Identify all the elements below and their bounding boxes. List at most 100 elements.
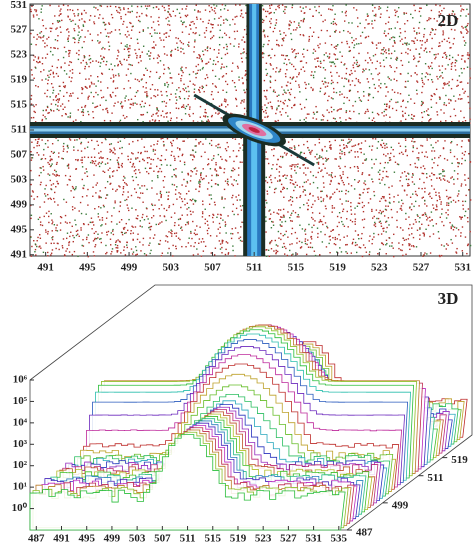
noise-dot	[439, 255, 441, 258]
noise-dot	[424, 167, 426, 170]
noise-dot	[193, 168, 196, 170]
noise-dot	[348, 151, 350, 154]
noise-dot	[346, 146, 348, 148]
noise-dot	[198, 88, 200, 91]
noise-dot	[214, 7, 216, 9]
noise-dot	[458, 190, 460, 192]
noise-dot	[404, 80, 407, 83]
x-tick-label: 499	[104, 533, 121, 545]
noise-dot	[125, 183, 127, 185]
noise-dot	[124, 13, 127, 16]
noise-dot	[324, 145, 326, 148]
noise-dot	[70, 190, 72, 192]
noise-dot	[443, 245, 445, 247]
noise-dot	[431, 197, 433, 200]
noise-dot	[356, 205, 359, 207]
noise-dot	[324, 69, 327, 71]
noise-dot	[111, 250, 113, 253]
noise-dot	[93, 162, 96, 165]
noise-dot	[382, 230, 385, 232]
noise-dot	[158, 77, 160, 80]
noise-dot	[271, 48, 273, 50]
noise-dot	[269, 242, 271, 245]
noise-dot	[127, 191, 129, 193]
noise-dot	[179, 196, 181, 198]
noise-dot	[70, 80, 72, 83]
noise-dot	[360, 42, 362, 44]
noise-dot	[330, 82, 333, 85]
noise-dot	[371, 62, 374, 64]
noise-dot	[339, 239, 341, 241]
noise-dot	[187, 172, 189, 175]
noise-dot	[294, 181, 297, 184]
noise-dot	[98, 157, 101, 159]
noise-dot	[146, 96, 148, 98]
noise-dot	[105, 64, 107, 66]
noise-dot	[174, 193, 177, 195]
noise-dot	[314, 6, 316, 8]
noise-dot	[296, 166, 299, 168]
noise-dot	[145, 81, 148, 84]
noise-dot	[277, 105, 280, 107]
noise-dot	[97, 233, 99, 235]
noise-dot	[183, 52, 185, 55]
noise-dot	[443, 157, 446, 160]
noise-dot	[130, 72, 132, 75]
noise-dot	[104, 28, 107, 31]
noise-dot	[310, 151, 312, 153]
noise-dot	[189, 199, 192, 201]
noise-dot	[448, 37, 450, 39]
noise-dot	[198, 34, 201, 36]
noise-dot	[401, 244, 404, 246]
noise-dot	[403, 239, 406, 241]
noise-dot	[452, 10, 455, 13]
noise-dot	[408, 207, 411, 209]
noise-dot	[328, 174, 330, 176]
noise-dot	[265, 199, 267, 202]
noise-dot	[269, 241, 271, 244]
noise-dot	[378, 178, 380, 181]
noise-dot	[304, 87, 307, 90]
noise-dot	[265, 151, 267, 153]
noise-dot	[303, 17, 305, 20]
noise-dot	[382, 53, 384, 55]
noise-dot	[166, 112, 168, 114]
noise-dot	[442, 170, 444, 173]
noise-dot	[107, 32, 109, 34]
noise-dot	[146, 7, 148, 10]
noise-dot	[315, 176, 317, 179]
noise-dot	[220, 67, 222, 70]
noise-dot	[116, 247, 119, 249]
noise-dot	[348, 99, 351, 102]
noise-dot	[292, 210, 294, 212]
noise-dot	[331, 229, 334, 231]
noise-dot	[426, 38, 428, 41]
noise-dot	[196, 72, 199, 74]
noise-dot	[268, 255, 271, 258]
noise-dot	[146, 53, 148, 55]
noise-dot	[193, 156, 196, 158]
noise-dot	[350, 205, 352, 208]
noise-dot	[380, 222, 382, 225]
noise-dot	[235, 196, 237, 198]
noise-dot	[454, 114, 457, 117]
noise-dot	[396, 56, 398, 59]
noise-dot	[112, 91, 114, 94]
noise-dot	[95, 230, 97, 233]
noise-dot	[288, 92, 291, 94]
noise-dot	[412, 58, 415, 61]
noise-dot	[449, 99, 452, 101]
noise-dot	[73, 149, 75, 151]
noise-dot	[285, 55, 287, 57]
noise-dot	[97, 216, 100, 218]
noise-dot	[368, 93, 370, 95]
noise-dot	[351, 80, 354, 82]
noise-dot	[117, 49, 119, 52]
noise-dot	[96, 140, 98, 143]
noise-dot	[206, 188, 209, 190]
noise-dot	[233, 82, 236, 84]
noise-dot	[107, 111, 109, 114]
noise-dot	[44, 195, 47, 197]
noise-dot	[115, 190, 117, 192]
noise-dot	[304, 233, 307, 235]
